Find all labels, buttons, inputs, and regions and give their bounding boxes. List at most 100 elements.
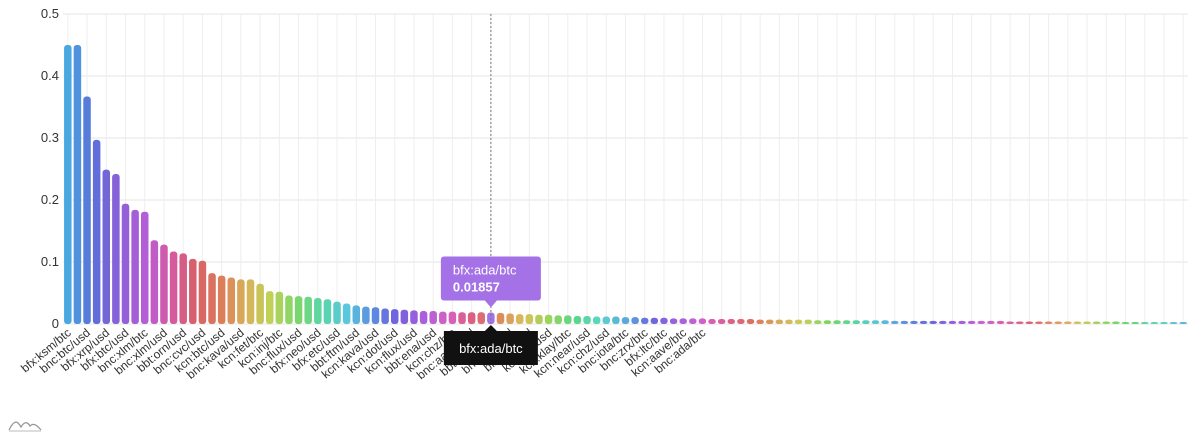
bar[interactable] [535, 314, 543, 324]
bar[interactable] [237, 279, 245, 324]
bar[interactable] [1179, 322, 1187, 324]
bar[interactable] [679, 318, 687, 324]
bar[interactable] [1131, 322, 1139, 324]
bar[interactable] [717, 319, 726, 324]
bar[interactable] [1140, 322, 1149, 324]
bar[interactable] [400, 309, 409, 324]
bar[interactable] [448, 311, 457, 324]
bar[interactable] [977, 320, 986, 324]
bar[interactable] [996, 320, 1005, 324]
bar[interactable] [275, 291, 284, 324]
bar[interactable] [737, 319, 745, 324]
bar[interactable] [198, 260, 207, 324]
bar[interactable] [900, 320, 909, 324]
bar[interactable] [458, 312, 466, 324]
bar[interactable] [227, 277, 236, 325]
bar[interactable] [265, 291, 274, 324]
bar[interactable] [919, 320, 928, 324]
bar[interactable] [1083, 321, 1091, 324]
bar[interactable] [881, 320, 889, 324]
bar[interactable] [410, 310, 418, 324]
bar[interactable] [698, 318, 707, 324]
bar[interactable] [746, 319, 755, 324]
bar[interactable] [362, 306, 370, 324]
bar[interactable] [285, 295, 293, 324]
bar[interactable] [506, 313, 514, 324]
bar[interactable] [314, 297, 322, 324]
bar[interactable] [987, 320, 995, 324]
bar[interactable] [1025, 321, 1034, 324]
bar[interactable] [592, 316, 601, 324]
bar[interactable] [83, 96, 91, 325]
bar[interactable] [650, 317, 659, 324]
bar[interactable] [208, 273, 216, 324]
bar[interactable] [689, 318, 697, 324]
bar[interactable] [429, 310, 437, 324]
bar[interactable] [390, 309, 399, 324]
bar[interactable] [217, 275, 226, 324]
bar[interactable] [1015, 321, 1024, 324]
bar[interactable] [64, 45, 72, 324]
bar[interactable] [1092, 321, 1101, 324]
bar[interactable] [708, 319, 716, 324]
bar[interactable] [1035, 321, 1043, 324]
bar[interactable] [756, 319, 764, 324]
bar[interactable] [371, 307, 380, 324]
bar[interactable] [929, 320, 937, 324]
bar[interactable] [73, 45, 82, 324]
bar[interactable] [554, 315, 562, 324]
bar[interactable] [621, 317, 630, 324]
bar[interactable] [1112, 321, 1120, 324]
bar[interactable] [304, 296, 312, 324]
bar[interactable] [640, 317, 649, 324]
bar[interactable] [631, 317, 639, 324]
bar[interactable] [1102, 321, 1111, 324]
bar[interactable] [785, 319, 793, 324]
bar[interactable] [1064, 321, 1072, 324]
bar[interactable] [1044, 321, 1053, 324]
bar[interactable] [102, 169, 111, 324]
bar[interactable] [92, 139, 101, 324]
bar[interactable] [256, 283, 264, 324]
bar[interactable] [910, 320, 918, 324]
bar[interactable] [958, 320, 966, 324]
bar[interactable] [775, 319, 784, 324]
bar[interactable] [890, 320, 899, 324]
bar[interactable] [525, 314, 534, 324]
bar[interactable] [467, 312, 476, 324]
bar[interactable] [352, 305, 361, 324]
bar[interactable] [842, 320, 851, 324]
bar[interactable] [246, 279, 255, 324]
bar[interactable] [967, 320, 976, 324]
bar[interactable] [515, 314, 524, 324]
bar[interactable] [179, 253, 187, 324]
bar[interactable] [419, 310, 428, 324]
bar[interactable] [602, 316, 611, 324]
bar[interactable] [814, 320, 822, 324]
bar[interactable] [140, 211, 149, 324]
bar[interactable] [1054, 321, 1062, 324]
bar[interactable] [794, 319, 803, 324]
bar[interactable] [294, 296, 303, 324]
bar[interactable] [862, 320, 870, 324]
bar[interactable] [948, 320, 957, 324]
bar[interactable] [112, 173, 120, 324]
bar[interactable] [669, 318, 678, 324]
bar[interactable] [496, 312, 505, 324]
bar[interactable] [477, 312, 486, 324]
bar[interactable] [573, 315, 582, 324]
bar[interactable] [323, 299, 332, 324]
bar[interactable] [871, 320, 880, 324]
bar[interactable] [1121, 322, 1130, 324]
bar[interactable] [1073, 321, 1082, 324]
bar[interactable] [160, 244, 168, 324]
bar[interactable] [823, 320, 832, 324]
bar[interactable] [833, 320, 841, 324]
bar[interactable] [1160, 322, 1168, 324]
bar[interactable] [1169, 322, 1178, 324]
bar[interactable] [804, 319, 812, 324]
bar[interactable] [939, 320, 947, 324]
bar[interactable] [169, 251, 178, 324]
bar[interactable] [612, 316, 620, 324]
bar[interactable] [852, 320, 861, 324]
